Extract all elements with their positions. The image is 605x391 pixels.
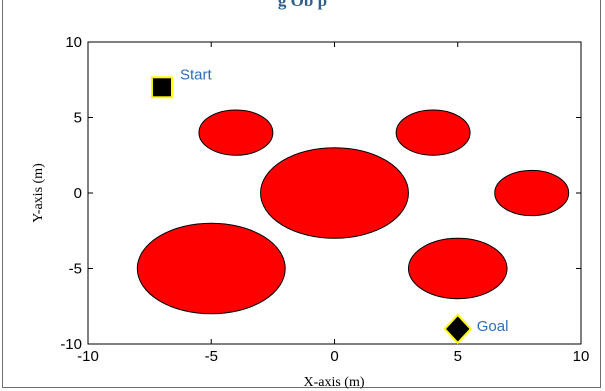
y-tick-label: 10 [65,34,82,51]
goal-marker [443,313,473,345]
y-axis-label: Y-axis (m) [31,163,46,223]
x-tick-label: -10 [77,348,99,365]
x-axis-label: X-axis (m) [303,375,364,390]
y-tick-label: -10 [60,336,82,353]
goal-label: Goal [477,318,509,335]
start-label: Start [180,66,213,83]
figure-caption: g Ob p [277,0,328,10]
y-tick-label: -5 [69,261,82,278]
obstacle-circle-6 [407,237,508,300]
obstacle-circle-2 [395,109,471,156]
y-tick-label: 5 [74,110,82,127]
obstacle-circle-1 [198,109,274,156]
x-tick-label: 5 [454,348,462,365]
obstacle-circle-3 [260,147,409,239]
x-tick-label: 0 [330,348,338,365]
x-tick-label: -5 [205,348,218,365]
x-tick-label: 10 [573,348,590,365]
y-tick-label: 0 [74,185,82,202]
start-marker [150,76,173,99]
obstacle-circle-5 [136,222,286,315]
obstacle-circle-4 [494,169,570,217]
